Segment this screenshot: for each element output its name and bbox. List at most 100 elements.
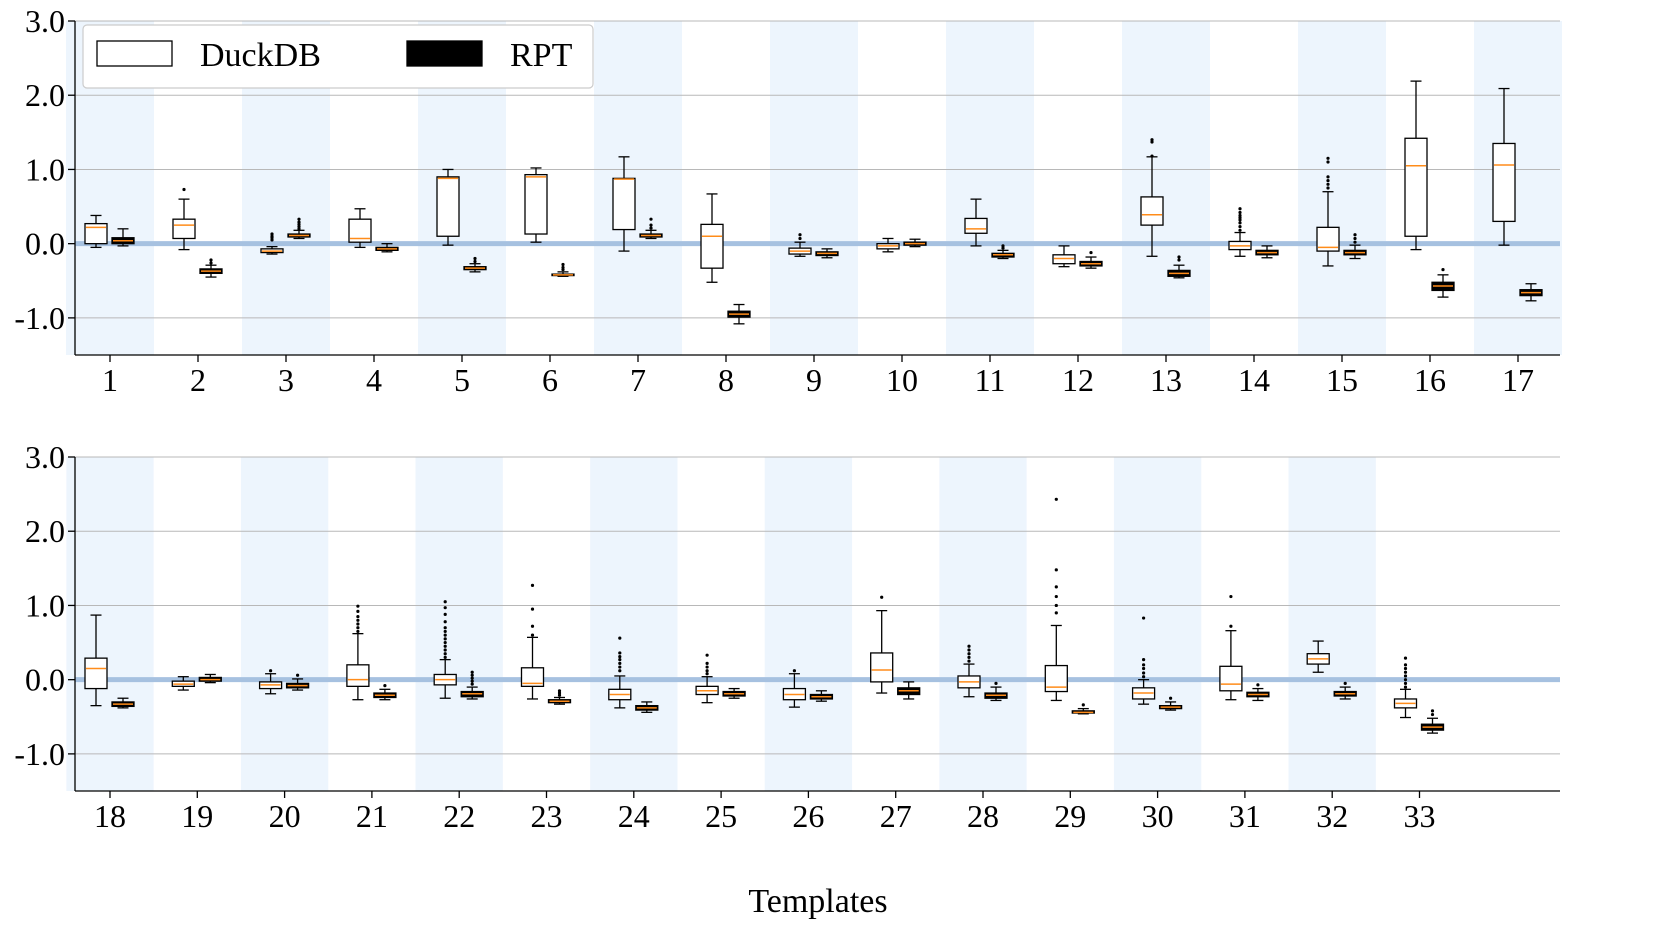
outlier-point [443,652,447,656]
box-rpt-13 [1167,255,1191,279]
outlier-point [356,604,360,608]
shade-band [415,457,503,791]
x-tick-label-33: 33 [1404,798,1436,834]
box-body [1316,226,1340,252]
box-body [524,173,548,235]
outlier-point [1326,160,1330,164]
outlier-point [209,258,213,262]
box-duckdb-17 [1492,87,1516,246]
shade-band [1113,457,1202,791]
box-duckdb-25 [695,653,719,704]
box-duckdb-2 [172,187,196,251]
outlier-point [1054,568,1058,572]
outlier-point [443,612,447,616]
box-duckdb-15 [1316,156,1340,267]
outlier-point [1353,240,1357,244]
outlier-point [209,261,213,265]
outlier-point [296,673,300,677]
x-tick-label-8: 8 [718,362,734,398]
outlier-point [618,658,622,662]
outlier-point [1142,658,1146,662]
box-rpt-2 [199,258,223,278]
box-body [348,218,372,243]
shade-band [1474,21,1562,355]
box-body [1044,664,1068,693]
outlier-point [1177,255,1181,259]
outlier-point [383,684,387,688]
outlier-point [1054,497,1058,501]
outlier-point [356,629,360,634]
outlier-point [705,672,709,676]
outlier-point [1403,670,1408,674]
box-duckdb-11 [964,198,988,247]
y-tick-label: 1.0 [25,587,65,623]
outlier-point [1054,594,1058,599]
box-body [1219,665,1243,692]
box-rpt-15 [1343,233,1367,260]
outlier-point [443,606,447,610]
y-tick-label: 2.0 [25,513,65,549]
outlier-point [705,653,709,657]
box-rpt-28 [984,681,1008,702]
box-duckdb-29 [1044,497,1068,702]
outlier-point [618,669,622,673]
outlier-point [1177,258,1181,262]
box-rpt-27 [897,681,921,700]
outlier-point [530,607,535,611]
x-tick-label-20: 20 [269,798,301,834]
outlier-point [356,626,360,630]
outlier-point [443,644,447,648]
outlier-point [561,268,565,272]
outlier-point [443,600,447,604]
outlier-point [1229,594,1233,599]
x-tick-label-23: 23 [531,798,563,834]
outlier-point [530,624,535,628]
box-duckdb-32 [1306,640,1330,673]
box-rpt-16 [1431,268,1455,298]
outlier-point [297,217,301,221]
box-rpt-18 [111,697,135,709]
outlier-point [1150,140,1154,144]
outlier-point [1353,236,1357,241]
outlier-point [1430,709,1435,713]
outlier-point [443,626,447,630]
outlier-point [1142,675,1146,679]
box-rpt-3 [287,217,311,240]
outlier-point [880,595,884,599]
shade-band [1288,457,1376,791]
outlier-point [443,633,447,637]
outlier-point [1054,603,1058,608]
y-tick-label: -1.0 [14,300,65,336]
box-duckdb-24 [608,636,632,709]
box-duckdb-1 [84,214,108,249]
outlier-point [473,259,477,264]
box-duckdb-30 [1131,616,1156,705]
box-duckdb-7 [612,156,636,252]
x-tick-label-4: 4 [366,362,382,398]
outlier-point [618,636,622,640]
box-rpt-29 [1071,703,1095,715]
outlier-point [618,655,622,659]
outlier-point [270,232,274,236]
outlier-point [967,655,971,660]
outlier-point [557,693,562,697]
outlier-point [1403,663,1408,667]
outlier-point [443,629,447,634]
outlier-point [618,661,622,665]
outlier-point [561,262,565,267]
box-body [520,667,545,687]
outlier-point [1054,611,1058,615]
outlier-point [1142,671,1146,675]
outlier-point [967,648,971,652]
box-rpt-19 [198,673,222,684]
box-duckdb-3 [260,232,284,255]
x-tick-label-26: 26 [792,798,824,834]
box-rpt-7 [639,217,663,240]
shade-band [946,21,1034,355]
outlier-point [1169,696,1173,700]
outlier-point [356,614,360,619]
box-body [346,664,370,687]
outlier-point [1238,210,1242,215]
box-duckdb-9 [788,233,812,257]
y-tick-label: -1.0 [14,736,65,772]
